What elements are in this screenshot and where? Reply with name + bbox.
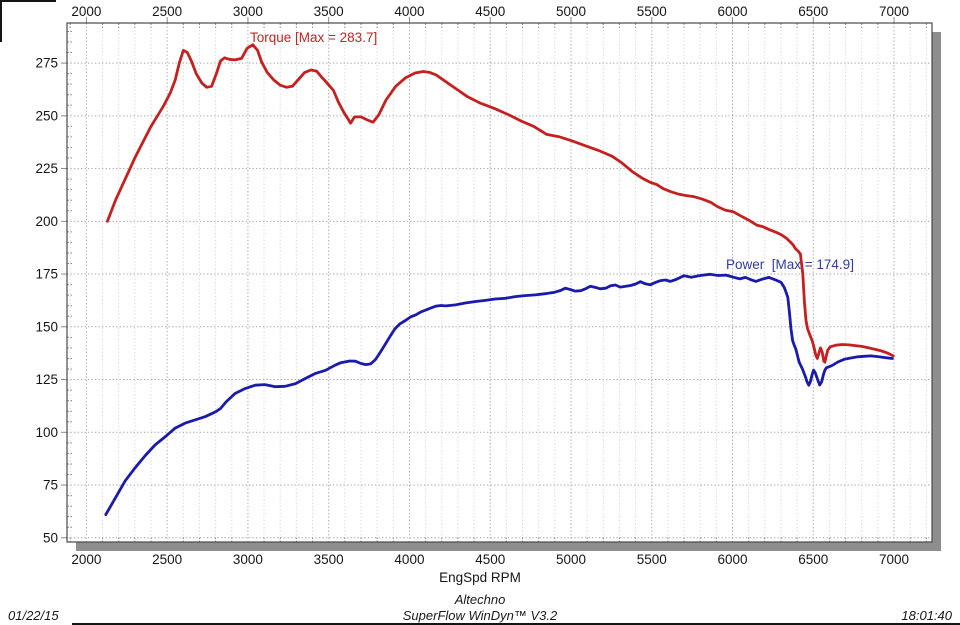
y-axis-tick-label: 75 bbox=[43, 478, 58, 493]
torque-curve bbox=[106, 43, 895, 364]
y-axis-tick-label: 175 bbox=[35, 267, 58, 282]
x-axis-tick-label-bottom: 3000 bbox=[233, 552, 263, 567]
power-series-label: Power [Max = 174.9] bbox=[726, 257, 854, 272]
y-axis-tick-label: 225 bbox=[35, 161, 58, 176]
x-axis-tick-label-top: 5500 bbox=[637, 4, 667, 19]
footer-time: 18:01:40 bbox=[901, 608, 952, 623]
x-axis-tick-label-top: 7000 bbox=[879, 4, 909, 19]
x-axis-tick-label-bottom: 6000 bbox=[717, 552, 747, 567]
x-axis-tick-label-bottom: 7000 bbox=[879, 552, 909, 567]
x-axis-tick-label-bottom: 5500 bbox=[637, 552, 667, 567]
x-axis-tick-label-bottom: 2500 bbox=[152, 552, 182, 567]
page-border-bottom bbox=[72, 623, 960, 625]
x-axis-tick-label-top: 4000 bbox=[394, 4, 424, 19]
x-axis-title: EngSpd RPM bbox=[439, 570, 521, 585]
x-axis-tick-label-top: 4500 bbox=[475, 4, 505, 19]
footer-software-version: SuperFlow WinDyn™ V3.2 bbox=[402, 608, 558, 623]
x-axis-tick-label-bottom: 2000 bbox=[71, 552, 101, 567]
plot-shadow-right bbox=[932, 32, 941, 551]
y-axis-tick-label: 125 bbox=[35, 372, 58, 387]
torque-series-label: Torque [Max = 283.7] bbox=[250, 30, 378, 45]
footer-date: 01/22/15 bbox=[8, 608, 59, 623]
x-axis-tick-label-top: 3000 bbox=[233, 4, 263, 19]
y-axis-tick-label: 275 bbox=[35, 56, 58, 71]
page-border-left bbox=[0, 0, 2, 42]
x-axis-tick-label-top: 2500 bbox=[152, 4, 182, 19]
page-border-top bbox=[0, 0, 56, 2]
x-axis-tick-label-bottom: 6500 bbox=[798, 552, 828, 567]
x-axis-tick-label-bottom: 4500 bbox=[475, 552, 505, 567]
plot-border bbox=[66, 22, 933, 543]
y-axis-tick-label: 200 bbox=[35, 214, 58, 229]
x-axis-tick-label-top: 2000 bbox=[71, 4, 101, 19]
y-axis-tick-label: 250 bbox=[35, 108, 58, 123]
power-curve bbox=[104, 272, 894, 516]
y-axis-tick-label: 100 bbox=[35, 425, 58, 440]
x-axis-tick-label-bottom: 3500 bbox=[314, 552, 344, 567]
footer-company: Altechno bbox=[454, 592, 506, 607]
y-axis-tick-label: 150 bbox=[35, 319, 58, 334]
y-axis-tick-label: 50 bbox=[43, 530, 58, 545]
x-axis-tick-label-bottom: 5000 bbox=[556, 552, 586, 567]
x-axis-tick-label-top: 3500 bbox=[314, 4, 344, 19]
x-axis-tick-label-bottom: 4000 bbox=[394, 552, 424, 567]
x-axis-tick-label-top: 6500 bbox=[798, 4, 828, 19]
plot-shadow-bottom bbox=[76, 542, 941, 551]
x-axis-tick-label-top: 6000 bbox=[717, 4, 747, 19]
x-axis-tick-label-top: 5000 bbox=[556, 4, 586, 19]
